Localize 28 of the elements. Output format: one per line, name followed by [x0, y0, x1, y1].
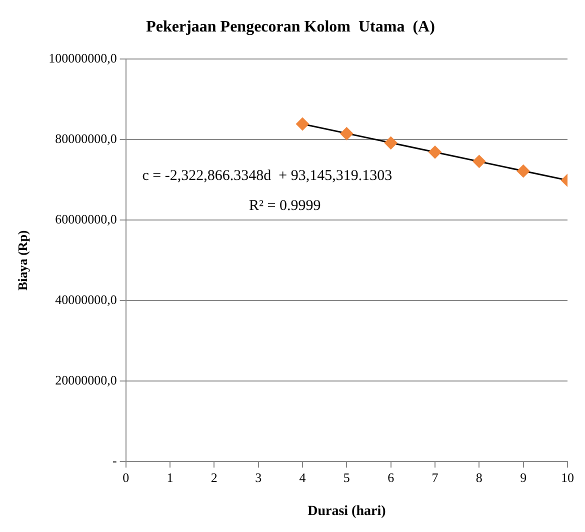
x-tick-label: 4 [299, 470, 306, 485]
x-tick-label: 6 [388, 470, 395, 485]
x-tick-label: 2 [210, 470, 218, 485]
y-tick-label: 60000000,0 [55, 212, 117, 227]
y-axis-title: Biaya (Rp) [15, 230, 30, 291]
point [472, 154, 486, 168]
point [428, 146, 442, 159]
y-tick-label: 100000000,0 [48, 50, 117, 66]
point [516, 164, 530, 178]
point [384, 136, 398, 150]
y-tick-label: - [112, 453, 117, 468]
y-tick-label: 80000000,0 [55, 131, 117, 146]
x-tick-label: 3 [255, 470, 262, 485]
x-tick-label: 0 [122, 470, 130, 485]
x-tick-label: 8 [476, 470, 482, 485]
chart-title: Pekerjaan Pengecoran Kolom Utama (A) [146, 18, 435, 36]
point [296, 117, 310, 130]
x-tick-label: 7 [432, 470, 439, 485]
point [340, 127, 354, 140]
annotation: c = -2,322,866.3348d + 93,145,319.1303 [142, 168, 392, 184]
annotation: R² = 0.9999 [248, 198, 321, 214]
x-axis-title: Durasi (hari) [308, 504, 386, 520]
y-tick-label: 40000000,0 [55, 292, 117, 308]
x-tick-label: 5 [343, 470, 350, 485]
x-tick-label: 9 [520, 470, 527, 485]
y-tick-label: 20000000,0 [55, 372, 117, 388]
x-tick-label: 1 [166, 470, 174, 485]
x-tick-label: 10 [561, 470, 574, 485]
